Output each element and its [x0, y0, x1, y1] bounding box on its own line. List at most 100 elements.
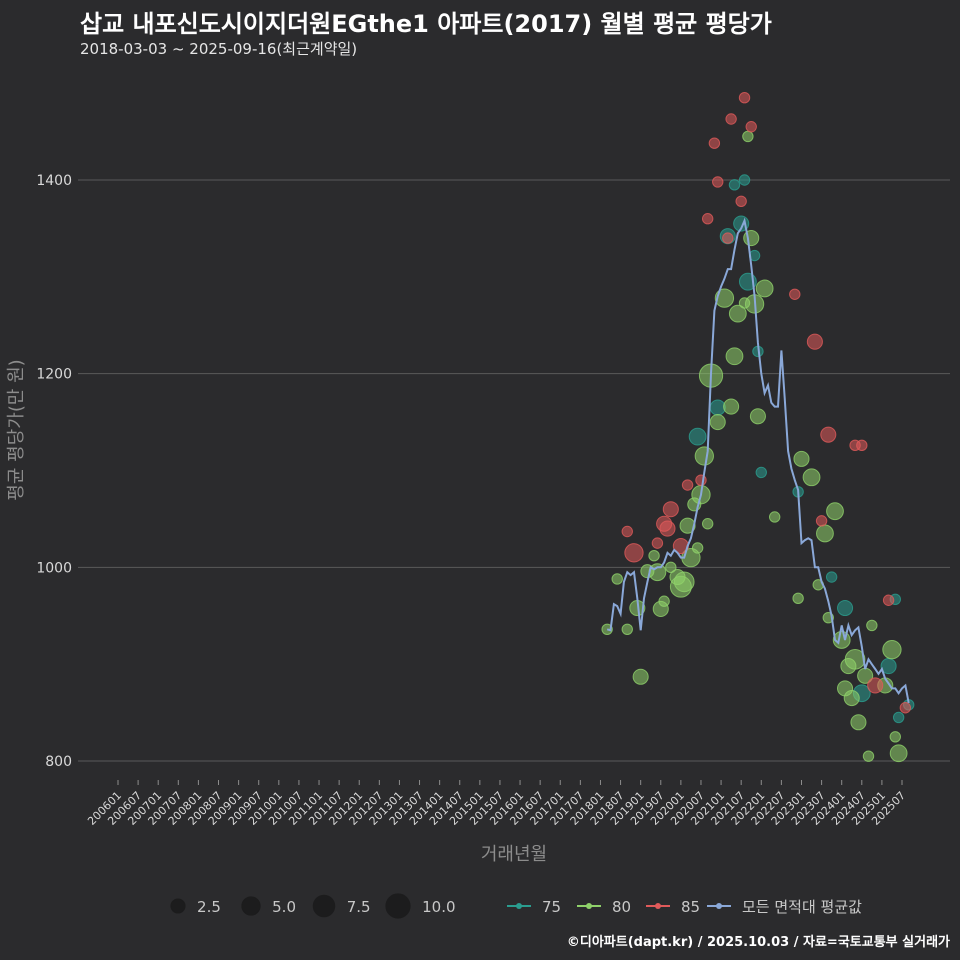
data-point-75 — [755, 466, 767, 479]
data-point-80 — [802, 468, 821, 487]
data-point-80 — [749, 408, 766, 425]
data-point-80 — [816, 524, 834, 543]
data-point-80 — [826, 502, 844, 521]
data-point-75 — [825, 571, 838, 583]
data-point-80 — [673, 571, 695, 593]
legend-size-label: 2.5 — [197, 898, 221, 916]
data-point-75 — [709, 399, 726, 416]
data-point-85 — [745, 121, 757, 133]
data-point-85 — [806, 333, 823, 350]
data-point-85 — [738, 91, 751, 104]
chart-subtitle: 2018-03-03 ~ 2025-09-16(최근계약일) — [80, 40, 358, 58]
data-point-80 — [714, 288, 735, 308]
legend-color-label: 모든 면적대 평균값 — [742, 898, 862, 916]
legend-size-label: 5.0 — [272, 898, 296, 916]
legend: 2.5 5.0 7.5 10.0 75 80 85 모든 면적대 평균값 — [170, 893, 862, 919]
legend-color-label: 85 — [681, 898, 700, 916]
data-point-80 — [611, 573, 623, 585]
data-point-75 — [892, 711, 905, 724]
legend-color-label: 75 — [542, 898, 561, 916]
data-point-80 — [742, 130, 754, 143]
data-point-80 — [701, 518, 714, 530]
y-tick-label: 1200 — [36, 367, 72, 383]
data-point-80 — [601, 623, 613, 636]
data-point-80 — [850, 714, 867, 731]
data-point-80 — [843, 690, 860, 707]
data-point-85 — [651, 537, 664, 549]
data-point-80 — [621, 623, 633, 636]
y-axis-ticks: 800 1000 1200 1400 — [36, 173, 72, 770]
data-point-85 — [621, 525, 633, 538]
series-85 — [621, 91, 912, 714]
data-point-80 — [862, 750, 875, 762]
legend-size-label: 10.0 — [422, 898, 455, 916]
data-point-85 — [659, 520, 676, 537]
average-line-layer — [606, 217, 910, 704]
y-tick-label: 800 — [45, 754, 72, 770]
data-point-80 — [889, 744, 908, 763]
data-point-75 — [688, 427, 707, 446]
data-point-85 — [856, 439, 868, 452]
series-75 — [688, 174, 915, 724]
data-point-85 — [722, 232, 734, 244]
grid-layer — [78, 179, 950, 762]
data-point-85 — [815, 515, 828, 527]
data-point-80 — [665, 561, 677, 574]
data-point-80 — [768, 511, 781, 523]
y-axis-label: 평균 평당가(만 원) — [6, 359, 27, 500]
data-point-85 — [681, 479, 694, 491]
data-point-80 — [882, 639, 902, 660]
legend-color-dot — [716, 903, 722, 909]
average-line — [606, 217, 910, 704]
chart-title: 삽교 내포신도시이지더원EGthe1 아파트(2017) 월별 평균 평당가 — [80, 10, 772, 38]
legend-size-key — [385, 893, 411, 919]
data-point-80 — [691, 542, 704, 554]
data-point-80 — [694, 446, 714, 466]
legend-size-label: 7.5 — [347, 898, 371, 916]
data-point-80 — [755, 279, 774, 298]
x-axis-ticks: 2006012006072007012007072008012008072009… — [85, 780, 908, 828]
data-point-80 — [866, 619, 878, 632]
data-point-85 — [624, 543, 644, 563]
data-point-80 — [889, 731, 901, 743]
data-point-80 — [648, 563, 667, 582]
data-point-80 — [658, 595, 670, 607]
data-point-85 — [708, 137, 721, 149]
data-point-85 — [725, 113, 737, 125]
data-point-80 — [648, 550, 660, 562]
data-point-80 — [679, 517, 696, 534]
data-point-85 — [820, 426, 837, 443]
data-point-85 — [867, 677, 884, 694]
data-point-75 — [738, 174, 751, 186]
series-80 — [601, 130, 908, 763]
data-point-85 — [735, 195, 747, 208]
y-tick-label: 1000 — [36, 560, 72, 576]
legend-size-key — [241, 896, 261, 916]
data-point-75 — [728, 179, 741, 191]
legend-size-key — [312, 894, 336, 918]
data-point-85 — [712, 176, 724, 188]
data-point-85 — [899, 702, 912, 714]
data-point-80 — [725, 347, 744, 366]
legend-color-dot — [655, 903, 661, 909]
data-point-80 — [844, 648, 866, 670]
data-point-85 — [662, 501, 679, 518]
legend-color-dot — [586, 903, 592, 909]
data-point-85 — [882, 594, 895, 606]
data-point-80 — [728, 304, 747, 323]
y-tick-label: 1400 — [36, 173, 72, 189]
scatter-points — [601, 91, 915, 763]
legend-size-key — [170, 898, 186, 914]
data-point-75 — [837, 599, 854, 617]
legend-color-dot — [516, 903, 522, 909]
data-point-85 — [701, 213, 714, 225]
x-axis-label: 거래년월 — [481, 844, 547, 865]
legend-color-label: 80 — [612, 898, 631, 916]
data-point-80 — [792, 592, 804, 605]
data-point-80 — [709, 414, 726, 431]
data-point-80 — [723, 398, 740, 415]
data-point-80 — [793, 450, 810, 467]
data-point-85 — [789, 288, 801, 300]
data-point-80 — [632, 668, 649, 685]
